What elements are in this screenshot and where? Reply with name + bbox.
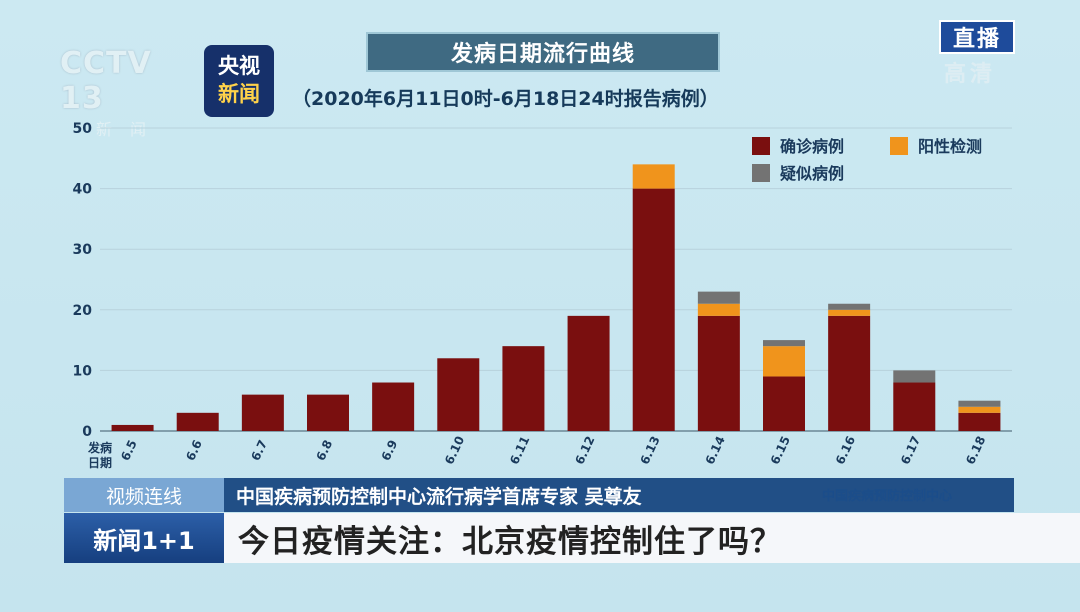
bar-segment-6.13 [632, 188, 675, 431]
y-tick-label: 50 [73, 121, 93, 137]
x-tick-label: 6.11 [507, 434, 532, 467]
bar-segment-6.5 [111, 424, 154, 431]
bar-segment-6.9 [372, 382, 415, 431]
live-badge: 直播 [939, 20, 1015, 54]
x-tick-label: 6.18 [963, 434, 988, 467]
x-tick-label: 6.13 [637, 434, 662, 467]
video-link-tag: 视频连线 [64, 478, 224, 512]
x-tick-label: 6.7 [248, 438, 270, 463]
bar-segment-6.14 [697, 315, 740, 431]
bar-segment-6.18 [958, 400, 1001, 407]
bar-segment-6.16 [828, 315, 871, 431]
cctv-logo-sub: 新闻 [96, 120, 165, 139]
legend-label: 疑似病例 [780, 164, 844, 183]
legend-label: 确诊病例 [780, 137, 844, 156]
bar-segment-6.13 [632, 164, 675, 189]
bar-segment-6.17 [893, 370, 936, 383]
headline-caption: 今日疫情关注：北京疫情控制住了吗？ [238, 523, 782, 560]
legend-swatch [890, 137, 908, 155]
x-tick-label: 6.15 [768, 434, 793, 467]
bar-segment-6.16 [828, 309, 871, 316]
y-tick-label: 40 [73, 182, 93, 198]
x-tick-label: 6.8 [314, 438, 336, 463]
y-tick-label: 10 [73, 363, 93, 379]
program-logo: 新闻1+1 [64, 513, 224, 563]
bar-segment-6.16 [828, 303, 871, 310]
chart-subtitle: （2020年6月11日0时-6月18日24时报告病例） [292, 88, 719, 110]
bar-segment-6.14 [697, 303, 740, 316]
x-tick-labels: 6.5 6.6 6.7 6.8 6.9 6.10 6.11 6.12 6.13 6.14 6.15 6… [118, 434, 988, 467]
x-tick-label: 6.6 [183, 438, 205, 463]
legend-swatch [752, 164, 770, 182]
chart-title: 发病日期流行曲线 [366, 32, 720, 72]
bar-segment-6.7 [241, 394, 284, 431]
bar-segment-6.15 [763, 346, 805, 377]
x-tick-label: 6.5 [118, 438, 140, 463]
yangshi-line1: 央视 [218, 54, 260, 78]
y-tick-label: 0 [82, 424, 92, 440]
cctv13-logo: CCTV 13 新闻 [60, 46, 200, 139]
bar-segment-6.15 [763, 340, 805, 347]
bar-segment-6.10 [437, 358, 480, 431]
x-tick-label: 6.12 [572, 434, 597, 467]
hd-badge: 高清 [944, 62, 997, 87]
legend-label: 阳性检测 [918, 137, 982, 156]
bar-segment-6.17 [893, 382, 936, 431]
bar-segment-6.6 [176, 412, 219, 431]
bar-segment-6.15 [763, 376, 805, 431]
x-tick-label: 6.10 [442, 434, 467, 467]
x-axis-label-line1: 发病 [87, 440, 112, 455]
legend-swatch [752, 137, 770, 155]
yangshi-news-logo: 央视 新闻 [204, 45, 274, 117]
bar-segment-6.12 [567, 315, 610, 431]
bar-segment-6.8 [307, 394, 349, 431]
bar-segment-6.18 [958, 412, 1001, 431]
cctv-logo-text: CCTV 13 [60, 46, 152, 116]
x-axis-label-line2: 日期 [88, 455, 112, 470]
x-tick-label: 6.9 [379, 438, 401, 463]
speaker-caption: 中国疾病预防控制中心流行病学首席专家 吴尊友 [236, 485, 642, 508]
y-tick-label: 30 [73, 242, 93, 258]
chart-source: 中国疾病预防控制中心 [822, 489, 953, 504]
x-tick-label: 6.14 [703, 434, 728, 467]
bars-layer [111, 164, 1001, 431]
x-tick-label: 6.17 [898, 434, 923, 467]
y-tick-labels: 0 10 20 30 40 50 [73, 121, 93, 440]
yangshi-line2: 新闻 [218, 82, 260, 106]
bar-segment-6.11 [502, 346, 545, 431]
grid-layer [100, 127, 1012, 432]
bar-segment-6.18 [958, 406, 1001, 413]
x-tick-label: 6.16 [833, 434, 858, 467]
bar-segment-6.14 [697, 291, 740, 304]
lower-third-headline-bar [64, 513, 1080, 563]
y-tick-label: 20 [73, 303, 93, 319]
